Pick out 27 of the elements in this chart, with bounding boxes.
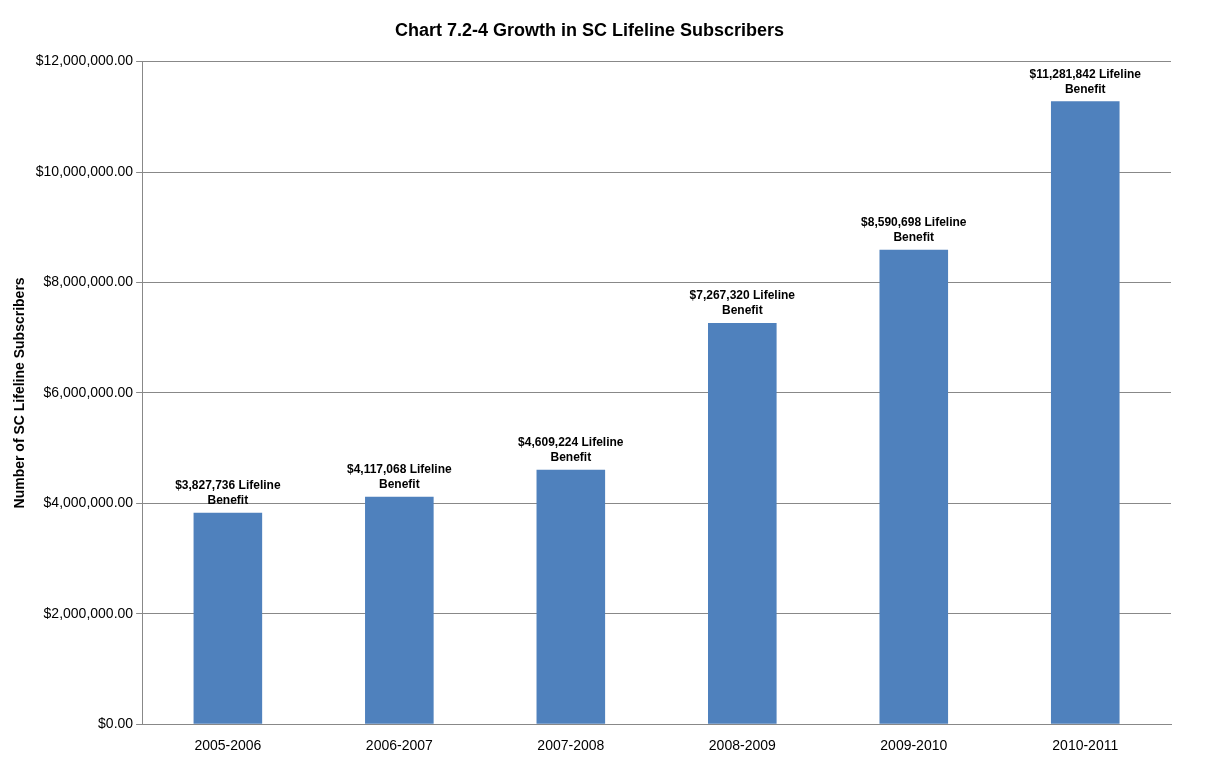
y-tick-label: $10,000,000.00 — [35, 162, 134, 179]
bar — [708, 322, 777, 724]
y-tick-label: $4,000,000.00 — [43, 494, 134, 511]
bar — [536, 469, 606, 724]
x-tick-label: 2010-2011 — [1052, 737, 1119, 754]
y-tick-label: $0.00 — [98, 715, 134, 732]
x-tick-label: 2005-2006 — [194, 737, 262, 754]
data-label: $7,267,320 Lifeline Benefit — [689, 288, 796, 318]
data-label: $3,827,736 Lifeline Benefit — [175, 478, 281, 508]
bar — [365, 496, 434, 724]
x-tick-label: 2009-2010 — [880, 737, 948, 754]
y-tick-label: $12,000,000.00 — [35, 52, 134, 69]
bar — [1050, 101, 1120, 724]
x-tick-label: 2008-2009 — [708, 737, 776, 754]
y-axis-title: Number of SC Lifeline Subscribers — [11, 277, 28, 509]
y-tick-label: $2,000,000.00 — [43, 604, 134, 621]
bar — [193, 512, 263, 724]
y-tick-label: $8,000,000.00 — [43, 273, 134, 290]
x-tick-label: 2007-2008 — [537, 737, 605, 754]
data-label: $11,281,842 Lifeline Benefit — [1029, 66, 1142, 96]
bar — [879, 249, 949, 724]
y-tick-label: $6,000,000.00 — [43, 383, 134, 400]
data-label: $4,609,224 Lifeline Benefit — [518, 435, 624, 465]
chart-title: Chart 7.2-4 Growth in SC Lifeline Subscribers — [394, 19, 785, 40]
x-tick-label: 2006-2007 — [365, 737, 434, 754]
data-label: $8,590,698 Lifeline Benefit — [861, 215, 967, 245]
data-label: $4,117,068 Lifeline Benefit — [346, 462, 453, 492]
